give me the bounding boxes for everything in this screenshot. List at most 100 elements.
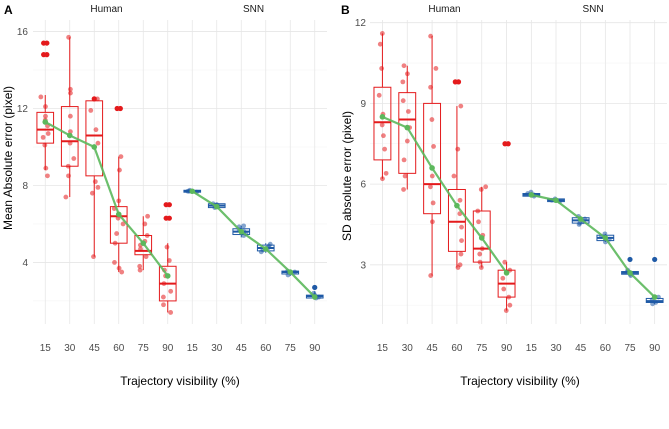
y-tick-label: 9 xyxy=(360,99,366,110)
data-point xyxy=(267,241,273,247)
data-point xyxy=(161,302,166,308)
x-tick-label: 45 xyxy=(575,343,587,354)
x-tick-label: 75 xyxy=(138,343,150,354)
mean-trend-line xyxy=(531,193,656,298)
data-point xyxy=(503,308,509,313)
y-tick-label: 8 xyxy=(22,181,28,192)
data-point xyxy=(88,108,94,113)
y-tick-label: 12 xyxy=(17,104,29,115)
x-tick-label: 45 xyxy=(427,343,439,354)
x-axis-title: Trajectory visibility (%) xyxy=(120,374,240,388)
data-point xyxy=(500,275,506,281)
x-tick-label: 45 xyxy=(236,343,248,354)
data-point xyxy=(400,98,406,104)
data-point xyxy=(68,90,73,96)
data-point xyxy=(377,41,383,47)
panel-label: A xyxy=(4,3,13,17)
x-tick-label: 60 xyxy=(600,343,612,354)
data-point xyxy=(459,224,464,230)
y-axis-title: Mean Absolute error (pixel) xyxy=(1,86,15,230)
box-body xyxy=(447,188,466,252)
mean-trend-line xyxy=(381,115,508,274)
data-point xyxy=(71,156,77,161)
data-point xyxy=(478,187,484,192)
data-point xyxy=(312,285,317,290)
data-point xyxy=(66,34,72,40)
data-point xyxy=(404,138,410,144)
chart-panel-a: A Mean Absolute error (pixel) Trajectory v… xyxy=(1,3,327,388)
data-point xyxy=(112,260,117,265)
x-tick-label: 15 xyxy=(377,343,389,354)
data-point xyxy=(143,254,149,260)
x-tick-label: 60 xyxy=(451,343,463,354)
x-tick-label: 30 xyxy=(64,343,76,354)
outlier-point xyxy=(505,141,511,147)
data-point xyxy=(142,221,148,227)
x-tick-label: 90 xyxy=(649,343,661,354)
facet-strip-label: SNN xyxy=(243,4,264,15)
data-point xyxy=(502,259,508,265)
data-point xyxy=(89,190,95,196)
mean-point xyxy=(454,202,460,209)
data-point xyxy=(428,273,434,278)
data-point xyxy=(501,286,507,292)
mean-point xyxy=(115,211,122,218)
chart-panel-b: B SD absolute error (pixel) Trajectory vis… xyxy=(340,3,667,388)
data-point xyxy=(316,294,322,300)
data-point xyxy=(379,31,385,36)
data-point xyxy=(160,294,166,300)
x-tick-label: 30 xyxy=(211,343,223,354)
data-point xyxy=(92,179,98,185)
data-point xyxy=(475,208,481,214)
data-point xyxy=(164,244,170,250)
data-point xyxy=(401,157,407,163)
data-point xyxy=(45,131,51,136)
mean-point xyxy=(429,165,435,171)
y-tick-label: 16 xyxy=(17,27,29,38)
data-point xyxy=(144,233,150,238)
data-point xyxy=(400,79,406,85)
data-point xyxy=(477,251,483,257)
data-point xyxy=(137,263,143,269)
x-tick-label: 90 xyxy=(309,343,321,354)
data-point xyxy=(656,294,661,300)
x-tick-label: 90 xyxy=(162,343,174,354)
facet-snn: SNN 15 30 45 60 75 90 xyxy=(180,4,327,354)
outlier-point xyxy=(44,52,50,58)
x-tick-label: 75 xyxy=(476,343,488,354)
outlier-point xyxy=(166,215,172,221)
mean-point xyxy=(66,132,73,139)
data-point xyxy=(507,302,513,308)
mean-point xyxy=(503,270,510,276)
outlier-point xyxy=(455,79,462,85)
data-point xyxy=(479,246,485,252)
data-point xyxy=(428,184,433,190)
data-point xyxy=(145,213,151,219)
mean-point xyxy=(262,246,269,252)
mean-point xyxy=(42,119,49,125)
outlier-point xyxy=(166,202,172,208)
mean-point xyxy=(189,188,196,195)
data-point xyxy=(38,94,44,100)
mean-point xyxy=(478,235,485,241)
facet-human: Human 15 30 45 60 75 90 xyxy=(33,4,180,354)
data-point xyxy=(66,173,71,179)
data-point xyxy=(116,265,122,271)
mean-point xyxy=(91,144,98,150)
mean-point xyxy=(602,235,609,241)
x-tick-label: 90 xyxy=(501,343,513,354)
data-point xyxy=(383,170,389,176)
data-point xyxy=(93,127,99,133)
y-tick-label: 4 xyxy=(22,258,28,269)
data-point xyxy=(381,133,386,139)
data-point xyxy=(114,231,120,236)
data-point xyxy=(430,200,436,206)
mean-point xyxy=(238,228,245,235)
x-tick-label: 30 xyxy=(550,343,562,354)
data-point xyxy=(117,167,122,173)
panel-label: B xyxy=(341,3,350,17)
y-tick-label: 6 xyxy=(360,180,366,191)
x-tick-label: 60 xyxy=(113,343,125,354)
